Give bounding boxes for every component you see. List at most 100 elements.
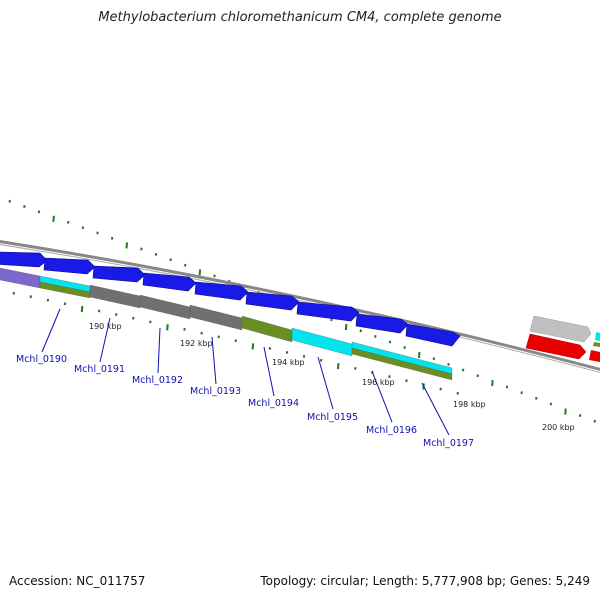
gene-arrow[interactable]	[92, 265, 146, 283]
cog-band	[351, 347, 453, 381]
scale-tick	[213, 274, 216, 278]
cog-band	[89, 284, 141, 309]
scale-tick	[114, 313, 118, 316]
scale-tick	[418, 351, 421, 358]
scale-tick	[491, 379, 494, 387]
scale-tick	[184, 263, 187, 267]
scale-tick	[46, 298, 50, 302]
scale-tick	[37, 210, 41, 214]
scale-tick	[23, 205, 26, 208]
scale-tick	[234, 339, 237, 343]
scale-tick	[344, 323, 348, 331]
scale-tick	[169, 258, 172, 262]
leader-line	[421, 382, 450, 436]
gene-label[interactable]: Mchl_0191	[74, 364, 125, 375]
scale-label: 200 kbp	[542, 423, 575, 432]
gene-label-leaders	[41, 308, 450, 436]
leader-line	[99, 317, 111, 363]
leader-line	[211, 336, 217, 385]
scale-tick	[97, 309, 101, 313]
gene-arrow[interactable]	[43, 257, 96, 275]
scale-tick	[12, 291, 15, 295]
gene-arrow[interactable]	[245, 291, 300, 311]
scale-tick	[285, 350, 289, 354]
scale-tick	[388, 375, 391, 379]
gene-arrow[interactable]	[194, 281, 249, 301]
scale-tick	[439, 387, 442, 391]
scale-tick	[330, 318, 333, 322]
gene-label[interactable]: Mchl_0194	[248, 398, 299, 409]
scale-tick	[96, 231, 99, 235]
scale-tick	[149, 320, 152, 324]
scale-tick	[405, 379, 408, 383]
gene-label[interactable]: Mchl_0192	[132, 375, 183, 386]
scale-tick	[388, 340, 392, 344]
gene-arrow[interactable]	[405, 323, 461, 347]
leader-line	[41, 308, 61, 353]
cog-band	[189, 304, 243, 331]
band-olive-edge	[593, 342, 600, 347]
gene-labels: Mchl_0190 Mchl_0191 Mchl_0192 Mchl_0193 Mchl…	[16, 354, 474, 449]
scale-tick	[80, 305, 84, 313]
gene-arrow-cyan-edge[interactable]	[595, 332, 600, 341]
gene-label[interactable]: Mchl_0190	[16, 354, 67, 365]
scale-tick	[578, 414, 582, 417]
scale-tick	[447, 362, 450, 366]
scale-tick	[67, 220, 70, 224]
scale-tick	[593, 419, 596, 423]
scale-label: 190 kbp	[89, 322, 122, 331]
scale-tick	[200, 331, 203, 335]
scale-tick	[154, 252, 158, 256]
cog-bands	[0, 267, 453, 381]
scale-tick	[8, 199, 11, 203]
scale-tick	[374, 334, 377, 338]
scale-tick	[505, 385, 509, 389]
gene-label[interactable]: Mchl_0195	[307, 412, 358, 423]
scale-tick	[63, 302, 67, 306]
cog-band	[139, 294, 191, 320]
scale-tick	[549, 402, 553, 406]
scale-tick	[52, 215, 55, 222]
scale-tick	[132, 316, 135, 320]
scale-tick	[354, 366, 357, 370]
gene-label[interactable]: Mchl_0196	[366, 425, 417, 436]
gene-arrow[interactable]	[296, 301, 360, 322]
scale-tick	[432, 357, 436, 361]
scale-tick	[302, 354, 306, 358]
genome-summary: Topology: circular; Length: 5,777,908 bp…	[260, 574, 590, 588]
scale-label: 196 kbp	[362, 378, 395, 387]
scale-tick	[140, 247, 143, 251]
scale-label: 194 kbp	[272, 358, 305, 367]
scale-tick	[166, 324, 169, 331]
right-side-features	[525, 315, 600, 362]
gene-arrow[interactable]	[355, 313, 409, 334]
scale-tick	[535, 396, 538, 400]
scale-tick	[268, 347, 272, 350]
scale-tick	[251, 343, 255, 350]
scale-tick	[81, 226, 85, 230]
cog-band	[241, 315, 293, 343]
gene-arrow-gray[interactable]	[529, 315, 592, 343]
gene-arrow[interactable]	[0, 251, 48, 268]
gene-label[interactable]: Mchl_0193	[190, 386, 241, 397]
scale-tick	[198, 269, 202, 276]
gene-label[interactable]: Mchl_0197	[423, 438, 474, 449]
scale-tick	[217, 335, 220, 339]
gene-arrow-red-edge[interactable]	[589, 350, 600, 362]
gene-arrow[interactable]	[142, 272, 197, 292]
cog-band	[39, 281, 91, 299]
scale-tick	[183, 327, 186, 331]
leader-line	[263, 346, 275, 397]
scale-tick	[125, 242, 128, 249]
cds-arrows	[0, 251, 461, 347]
scale-tick	[476, 374, 479, 378]
cog-band	[291, 327, 353, 357]
accession-text: Accession: NC_011757	[9, 574, 146, 588]
gene-arrow-red[interactable]	[525, 333, 587, 360]
leader-line	[317, 356, 334, 410]
scale-tick	[564, 408, 567, 415]
scale-labels: 190 kbp 192 kbp 194 kbp 196 kbp 198 kbp 200 k…	[89, 322, 575, 432]
scale-tick	[359, 329, 362, 333]
scale-tick	[110, 236, 114, 240]
